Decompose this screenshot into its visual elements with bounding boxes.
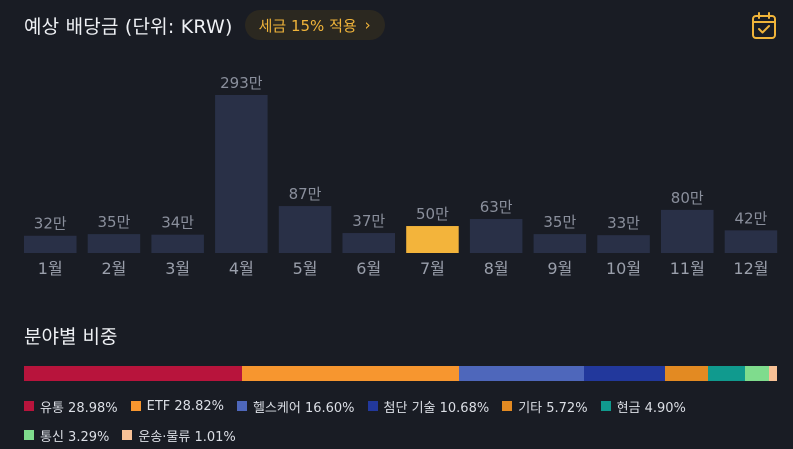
legend-swatch — [24, 401, 34, 411]
sector-stacked-bar — [24, 366, 777, 381]
bar-value-label: 35만 — [98, 213, 131, 231]
bar-11[interactable] — [661, 209, 714, 253]
header: 예상 배당금 (단위: KRW) 세금 15% 적용 › — [24, 10, 777, 40]
sector-segment-1[interactable] — [24, 366, 243, 381]
legend-label: 헬스케어 16.60% — [252, 400, 355, 416]
bar-2[interactable] — [87, 234, 141, 253]
month-label: 7월 — [420, 259, 445, 278]
month-label: 1월 — [38, 259, 63, 278]
page-title: 예상 배당금 (단위: KRW) — [24, 15, 233, 38]
legend-label: 첨단 기술 10.68% — [383, 400, 490, 416]
month-label: 9월 — [547, 259, 572, 278]
sector-segment-5[interactable] — [664, 366, 708, 381]
bar-value-label: 87만 — [289, 185, 322, 203]
bar-value-label: 33만 — [607, 214, 640, 232]
month-label: 6월 — [356, 259, 381, 278]
month-label: 12월 — [733, 259, 768, 278]
month-label: 5월 — [293, 259, 318, 278]
legend-swatch — [130, 401, 141, 411]
bar-value-label: 42만 — [735, 209, 768, 227]
sector-segment-7[interactable] — [744, 366, 770, 381]
bar-4[interactable] — [215, 95, 268, 253]
legend-item: 기타 5.72% — [502, 396, 588, 416]
month-label: 11월 — [670, 259, 705, 278]
bar-10[interactable] — [597, 235, 650, 253]
bar-value-label: 35만 — [543, 213, 576, 231]
month-label: 4월 — [229, 259, 254, 278]
bar-1[interactable] — [24, 235, 77, 253]
legend-item: ETF 28.82% — [130, 396, 224, 416]
month-label: 2월 — [101, 259, 126, 278]
legend-swatch — [122, 430, 133, 440]
sector-legend: 유통 28.98% ETF 28.82% 헬스케어 16.60% 첨단 기술 10.6… — [24, 396, 784, 445]
month-label: 10월 — [606, 259, 641, 278]
legend-swatch — [367, 401, 378, 411]
legend-item: 운송·물류 1.01% — [122, 425, 236, 445]
bar-value-label: 34만 — [161, 214, 194, 232]
bar-5[interactable] — [278, 206, 332, 253]
bar-12[interactable] — [724, 230, 778, 253]
legend-swatch — [502, 401, 513, 411]
month-label: 8월 — [484, 259, 509, 278]
legend-label: 통신 3.29% — [40, 429, 110, 445]
legend-item: 헬스케어 16.60% — [236, 396, 355, 416]
bar-value-label: 50만 — [416, 205, 449, 223]
bar-value-label: 293만 — [220, 74, 263, 92]
bar-value-label: 63만 — [480, 198, 513, 216]
legend-label: 기타 5.72% — [518, 400, 588, 416]
tax-applied-button[interactable]: 세금 15% 적용 › — [244, 10, 385, 40]
legend-label: 유통 28.98% — [40, 400, 118, 416]
monthly-dividend-chart: 32만 1월 35만 2월 34만 3월 293만 4월 87만 5월 37만 6월 50만 7월 63만 8… — [24, 74, 778, 278]
legend-item: 통신 3.29% — [24, 425, 109, 445]
legend-item: 첨단 기술 10.68% — [367, 396, 490, 416]
bar-6[interactable] — [342, 233, 396, 253]
bar-value-label: 37만 — [352, 212, 385, 230]
legend-swatch — [600, 401, 611, 411]
sector-segment-2[interactable] — [242, 366, 460, 381]
legend-item: 현금 4.90% — [600, 396, 686, 416]
legend-swatch — [24, 430, 34, 440]
bar-9[interactable] — [533, 234, 587, 253]
legend-swatch — [236, 401, 247, 411]
bar-value-label: 32만 — [34, 215, 67, 233]
calendar-check-icon[interactable] — [751, 12, 777, 40]
month-label: 3월 — [165, 259, 190, 278]
sector-segment-3[interactable] — [459, 366, 585, 381]
legend-label: 현금 4.90% — [616, 400, 686, 416]
sector-segment-8[interactable] — [769, 366, 777, 381]
sector-title: 분야별 비중 — [24, 326, 118, 348]
legend-label: ETF 28.82% — [146, 398, 224, 414]
sector-segment-6[interactable] — [707, 366, 745, 381]
bar-3[interactable] — [151, 234, 204, 253]
legend-label: 운송·물류 1.01% — [138, 429, 236, 445]
sector-segment-4[interactable] — [584, 366, 665, 381]
chevron-right-icon: › — [364, 16, 371, 34]
legend-item: 유통 28.98% — [24, 396, 118, 416]
bar-8[interactable] — [469, 219, 523, 253]
tax-badge-label: 세금 15% 적용 — [258, 16, 357, 35]
bar-value-label: 80만 — [671, 189, 704, 207]
bar-7[interactable] — [406, 226, 459, 253]
